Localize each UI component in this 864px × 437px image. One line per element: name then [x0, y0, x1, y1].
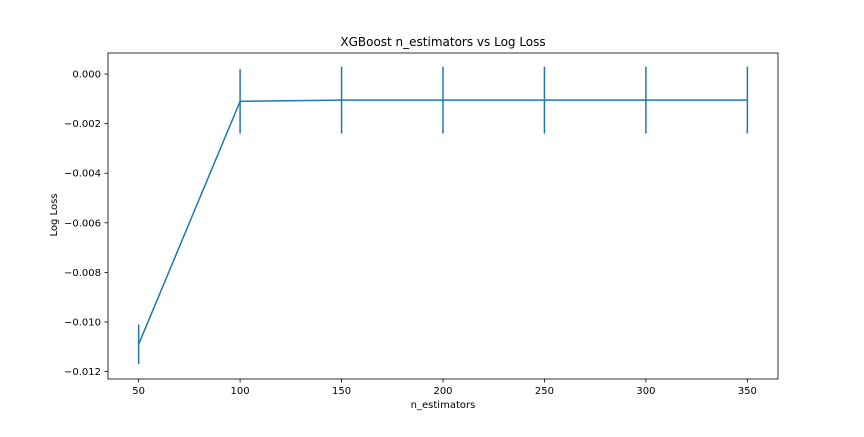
x-tick-label: 250: [535, 386, 554, 397]
series-layer: [139, 67, 748, 364]
chart-title: XGBoost n_estimators vs Log Loss: [340, 35, 545, 49]
series-line: [139, 100, 748, 344]
x-tick-label: 50: [132, 386, 145, 397]
y-tick-label: −0.008: [64, 268, 101, 279]
y-tick-label: −0.006: [64, 218, 101, 229]
x-tick-label: 200: [433, 386, 452, 397]
y-axis: 0.000 −0.002 −0.004 −0.006 −0.008 −0.010 −0.01…: [64, 70, 108, 378]
x-tick-label: 350: [738, 386, 757, 397]
y-tick-label: −0.010: [64, 317, 101, 328]
x-tick-label: 300: [636, 386, 655, 397]
y-tick-label: −0.002: [64, 119, 101, 130]
x-tick-label: 150: [332, 386, 351, 397]
y-tick-label: 0.000: [72, 70, 101, 81]
x-axis: 50 100 150 200 250 300 350: [132, 379, 757, 397]
y-tick-label: −0.004: [64, 169, 101, 180]
x-tick-label: 100: [231, 386, 250, 397]
y-axis-label: Log Loss: [49, 194, 60, 237]
y-tick-label: −0.012: [64, 367, 101, 378]
x-axis-label: n_estimators: [411, 400, 476, 411]
